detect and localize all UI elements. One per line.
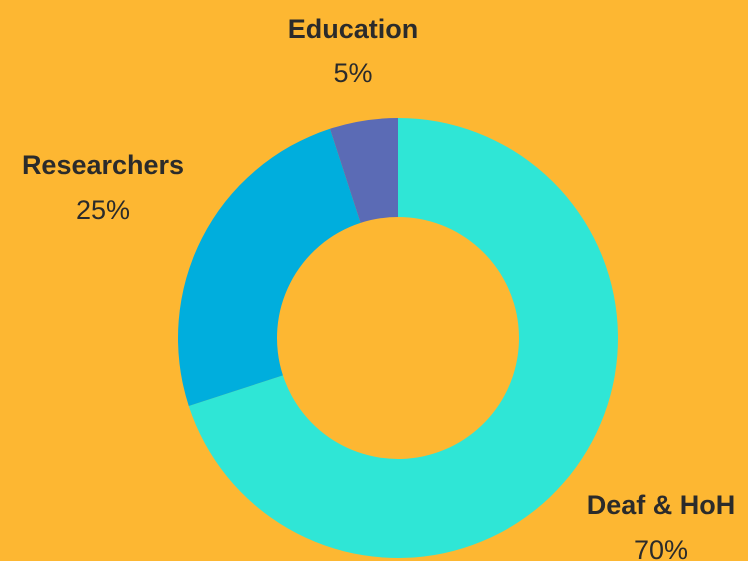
slice-value-education: 5% <box>333 58 372 88</box>
slice-education <box>330 118 398 223</box>
slice-label-deaf-hoh: Deaf & HoH <box>587 490 736 520</box>
label-researchers: Researchers 25% <box>22 150 184 225</box>
slice-label-researchers: Researchers <box>22 150 184 180</box>
slice-deaf-hoh <box>188 118 618 558</box>
slice-value-deaf-hoh: 70% <box>634 535 688 561</box>
label-deaf-hoh: Deaf & HoH 70% <box>587 490 736 561</box>
slice-value-researchers: 25% <box>76 195 130 225</box>
slice-researchers <box>177 128 361 406</box>
label-education: Education 5% <box>288 14 419 88</box>
donut-slices <box>177 118 618 558</box>
slice-label-education: Education <box>288 14 419 44</box>
